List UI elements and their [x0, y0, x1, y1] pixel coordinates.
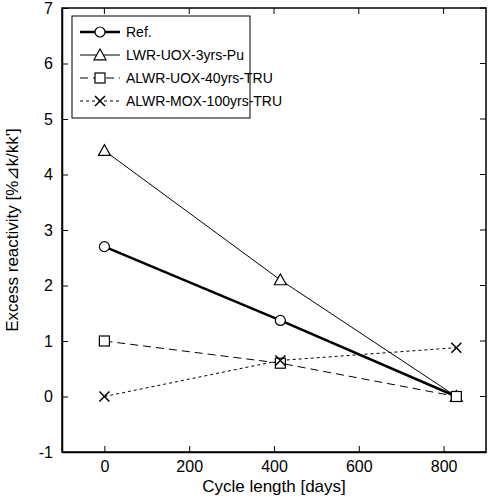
tick-label: 600 [346, 458, 373, 475]
marker [274, 274, 286, 285]
marker [451, 392, 461, 402]
tick: 6 [44, 55, 68, 72]
tick-mark [189, 8, 190, 14]
tick-mark [480, 174, 486, 175]
tick: 2 [44, 277, 68, 294]
tick-mark [480, 396, 486, 397]
tick-label: 3 [44, 222, 53, 239]
tick-label: 0 [100, 458, 109, 475]
tick-mark [443, 8, 444, 14]
tick-mark [274, 446, 275, 452]
series-line [104, 247, 456, 397]
tick-label: 6 [44, 55, 53, 72]
tick: 5 [44, 111, 68, 128]
tick-mark [104, 8, 105, 14]
series-line [104, 151, 456, 397]
tick: 1 [44, 333, 68, 350]
x-axis: 0 200 400 600 800 [63, 446, 487, 475]
legend-marker [95, 27, 105, 37]
tick: 600 [346, 446, 373, 475]
plot-area: 0 200 400 600 800 -1 0 1 2 3 4 5 6 7 Ref. LWR-UOX-3yrs-… [39, 0, 487, 475]
legend-label: Ref. [126, 24, 152, 40]
tick-label: 800 [431, 458, 458, 475]
tick-label: 2 [44, 277, 53, 294]
marker [98, 145, 110, 156]
tick: 0 [44, 388, 68, 405]
marker [275, 355, 285, 365]
tick-mark [274, 8, 275, 14]
tick-mark [359, 446, 360, 452]
tick: 800 [431, 446, 458, 475]
legend-label: LWR-UOX-3yrs-Pu [126, 47, 244, 63]
x-axis-title: Cycle length [days] [202, 477, 346, 496]
marker [275, 315, 285, 325]
chart: 0 200 400 600 800 -1 0 1 2 3 4 5 6 7 Ref. LWR-UOX-3yrs-… [0, 0, 492, 500]
tick: 4 [44, 166, 68, 183]
tick-mark [62, 397, 68, 398]
tick-label: 7 [44, 0, 53, 17]
tick-mark [444, 446, 445, 452]
tick: 0 [100, 446, 109, 475]
tick-mark [62, 64, 68, 65]
tick-label: 4 [44, 166, 53, 183]
tick-label: 0 [44, 388, 53, 405]
tick-label: -1 [39, 444, 53, 461]
y-axis-title: Excess reactivity [%⊿k/kk'] [3, 128, 22, 332]
legend-label: ALWR-UOX-40yrs-TRU [126, 70, 273, 86]
tick-mark [480, 119, 486, 120]
legend-marker [94, 49, 106, 60]
tick-label: 200 [176, 458, 203, 475]
tick-mark [358, 8, 359, 14]
tick-mark [62, 286, 68, 287]
marker [451, 392, 461, 402]
marker [99, 242, 109, 252]
marker [99, 336, 109, 346]
marker [99, 392, 109, 402]
tick-label: 5 [44, 111, 53, 128]
tick-mark [62, 175, 68, 176]
marker [450, 391, 462, 402]
legend-marker [95, 73, 105, 83]
marker [451, 343, 461, 353]
tick: 400 [261, 446, 288, 475]
tick-mark [480, 230, 486, 231]
legend: Ref. LWR-UOX-3yrs-Pu ALWR-UOX-40yrs-TRU ALW… [72, 16, 282, 118]
data-layer [98, 145, 462, 402]
tick-mark [480, 341, 486, 342]
tick-mark [62, 341, 68, 342]
tick-mark [62, 119, 68, 120]
tick: 200 [176, 446, 203, 475]
tick-label: 1 [44, 333, 53, 350]
tick: 3 [44, 222, 68, 239]
tick-mark [104, 446, 105, 452]
tick-mark [62, 230, 68, 231]
legend-label: ALWR-MOX-100yrs-TRU [126, 93, 282, 109]
legend-marker [95, 96, 105, 106]
series-line [104, 348, 456, 397]
tick-label: 400 [261, 458, 288, 475]
y-axis: -1 0 1 2 3 4 5 6 7 [39, 0, 68, 461]
tick-mark [480, 63, 486, 64]
tick-mark [189, 446, 190, 452]
tick-mark [480, 285, 486, 286]
plot-frame [62, 8, 486, 452]
series-line [104, 341, 456, 397]
